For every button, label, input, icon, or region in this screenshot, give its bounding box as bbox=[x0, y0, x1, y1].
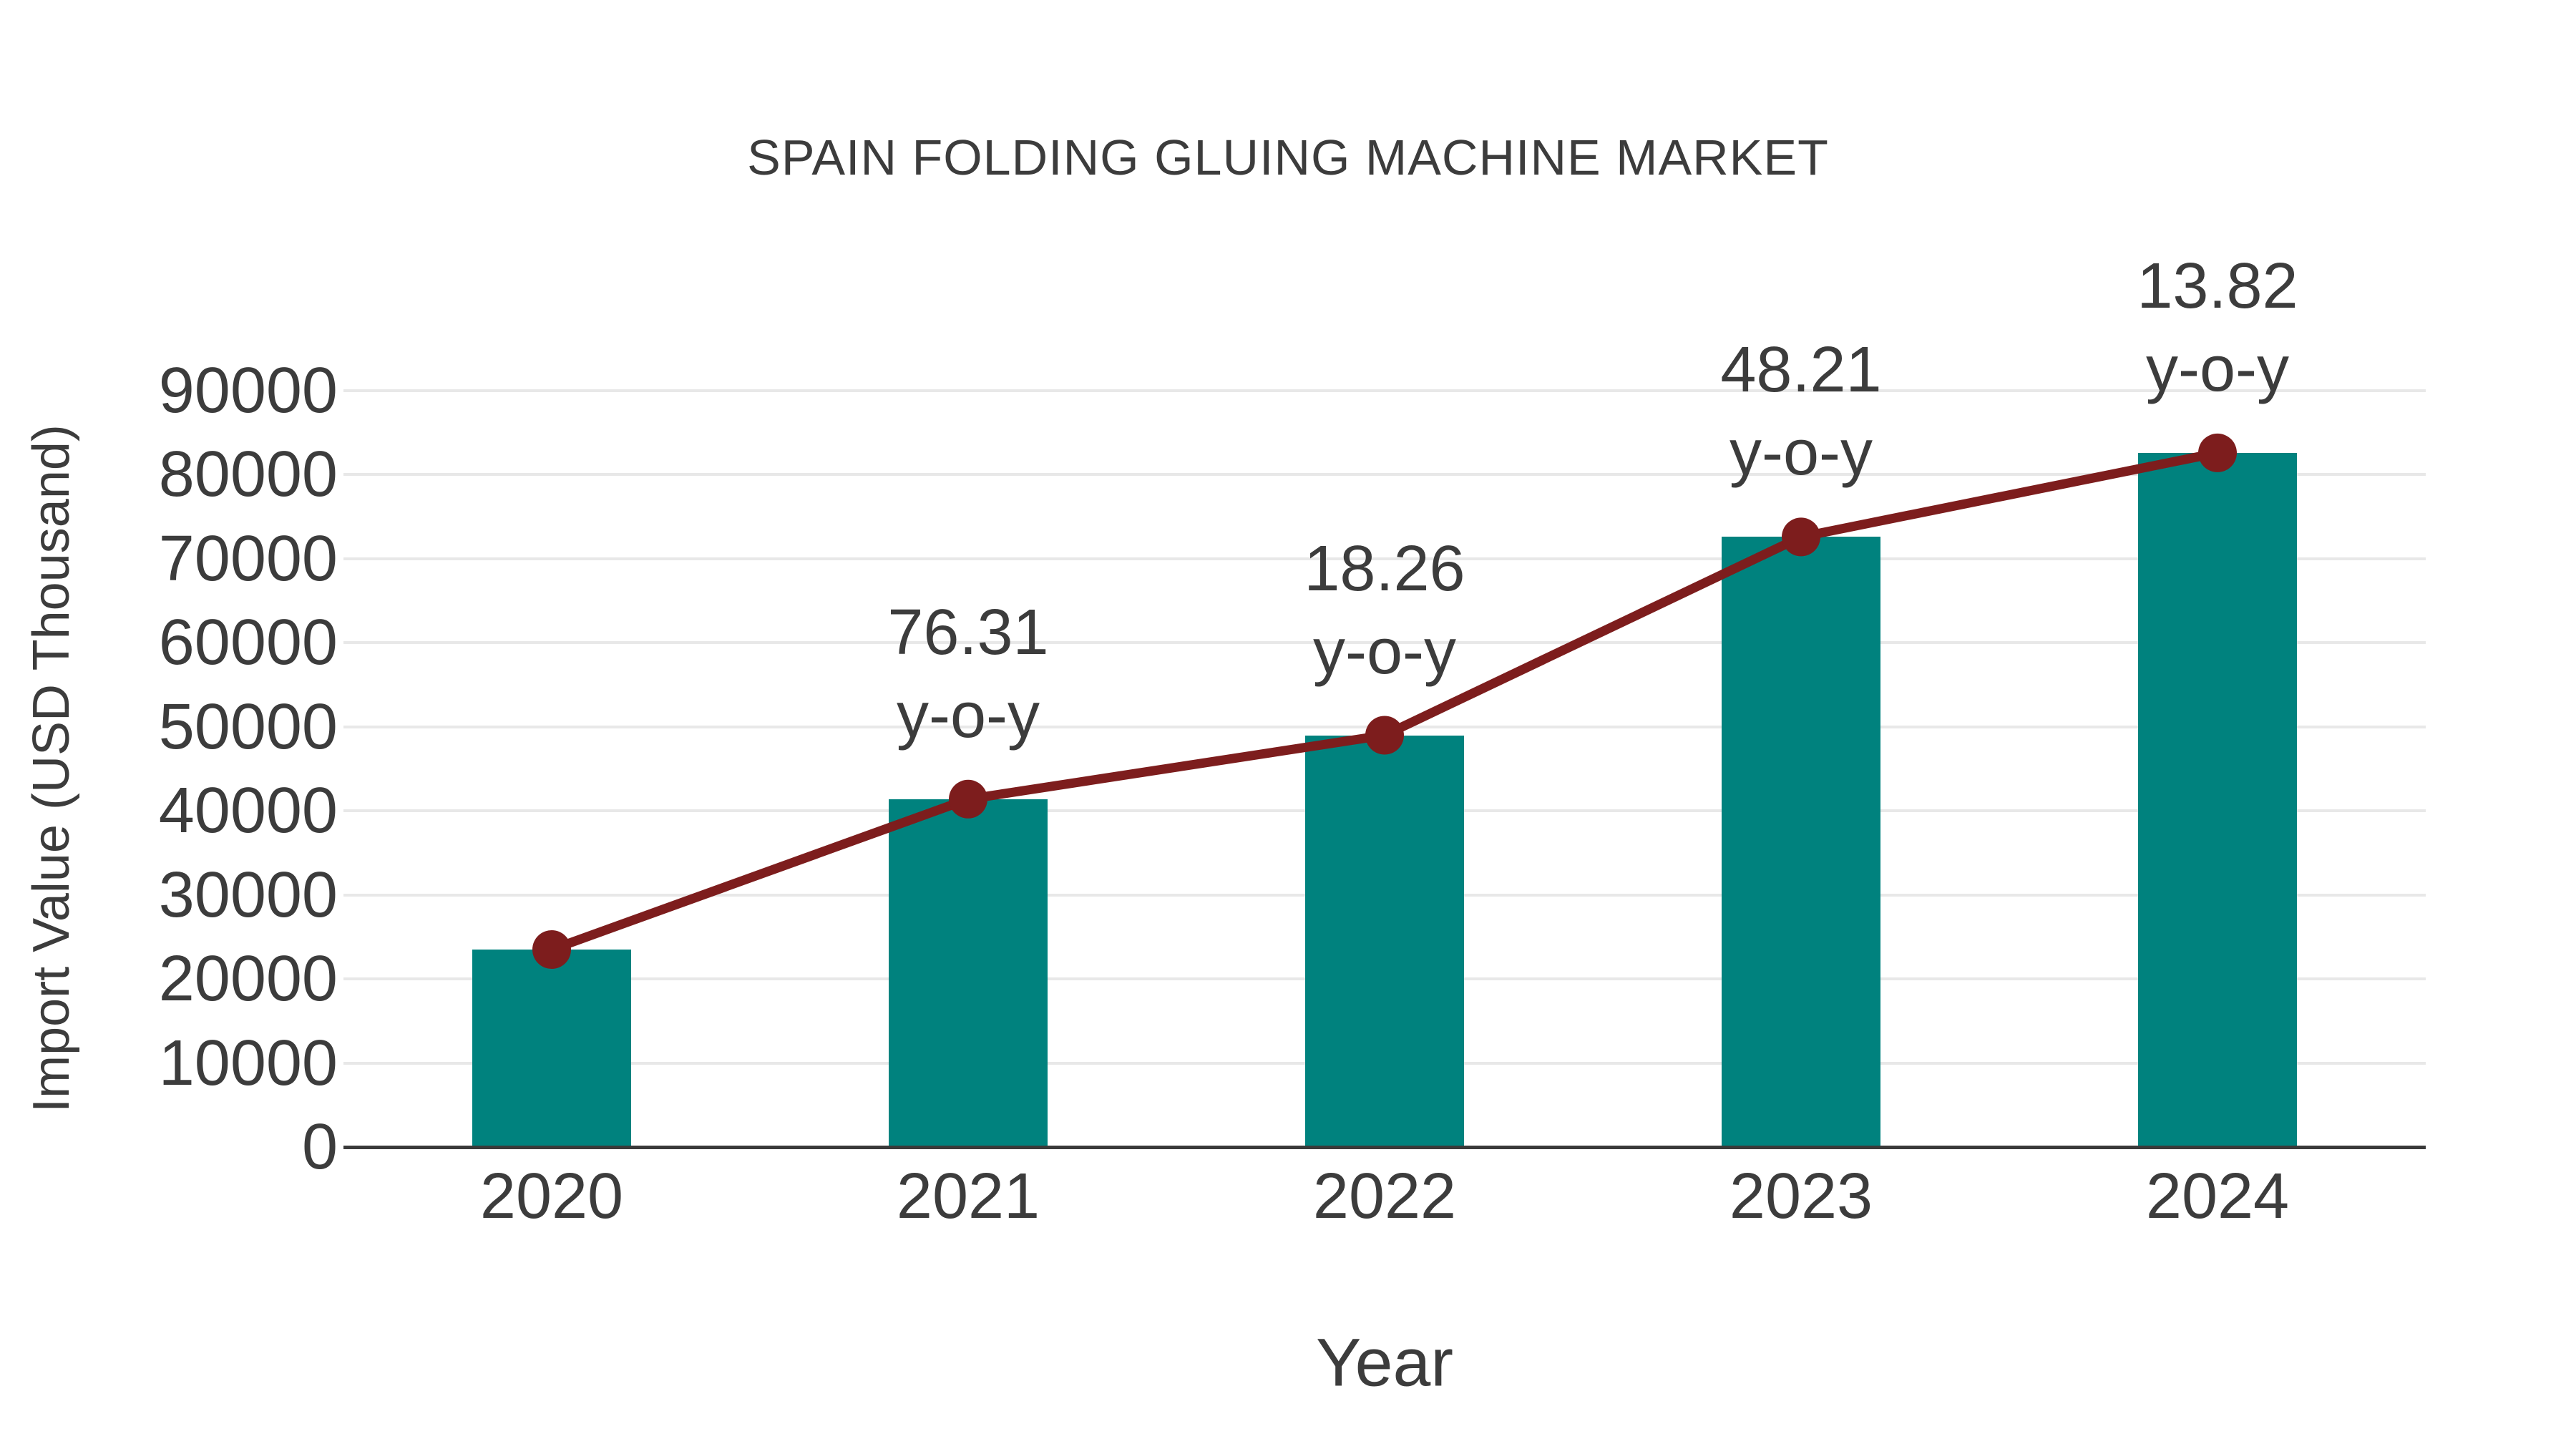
annotation-value-2022: 18.26 bbox=[1304, 532, 1465, 605]
gridline-50000 bbox=[343, 725, 2426, 728]
y-tick-label-40000: 40000 bbox=[158, 775, 338, 847]
annotation-suffix-2024: y-o-y bbox=[2146, 333, 2289, 405]
bar-2020 bbox=[472, 950, 631, 1147]
y-tick-label-60000: 60000 bbox=[158, 607, 338, 679]
y-tick-label-20000: 20000 bbox=[158, 943, 338, 1015]
annotation-suffix-2023: y-o-y bbox=[1729, 417, 1873, 489]
chart-title: SPAIN FOLDING GLUING MACHINE MARKET bbox=[747, 130, 1829, 185]
y-tick-label-30000: 30000 bbox=[158, 859, 338, 931]
x-tick-label-2024: 2024 bbox=[2145, 1161, 2290, 1232]
annotation-suffix-2021: y-o-y bbox=[897, 679, 1040, 751]
annotation-suffix-2022: y-o-y bbox=[1313, 615, 1456, 688]
gridline-80000 bbox=[343, 473, 2426, 477]
y-tick-label-90000: 90000 bbox=[158, 355, 338, 426]
y-tick-label-50000: 50000 bbox=[158, 691, 338, 763]
x-axis-line bbox=[343, 1146, 2426, 1149]
x-tick-label-2022: 2022 bbox=[1312, 1161, 1457, 1232]
y-tick-label-80000: 80000 bbox=[158, 439, 338, 511]
x-tick-label-2021: 2021 bbox=[896, 1161, 1040, 1232]
annotation-value-2023: 48.21 bbox=[1720, 334, 1882, 406]
x-tick-label-2020: 2020 bbox=[479, 1161, 624, 1232]
bar-2021 bbox=[889, 799, 1048, 1147]
annotation-value-2024: 13.82 bbox=[2137, 250, 2298, 322]
bar-2022 bbox=[1305, 735, 1464, 1147]
y-tick-label-10000: 10000 bbox=[158, 1027, 338, 1099]
y-tick-label-70000: 70000 bbox=[158, 522, 338, 595]
annotation-value-2021: 76.31 bbox=[887, 596, 1049, 668]
bar-2024 bbox=[2138, 452, 2297, 1147]
bar-2023 bbox=[1722, 537, 1880, 1147]
y-tick-label-0: 0 bbox=[301, 1111, 338, 1183]
gridline-90000 bbox=[343, 389, 2426, 392]
x-tick-label-2023: 2023 bbox=[1729, 1161, 1873, 1232]
x-axis-title: Year bbox=[1316, 1324, 1453, 1401]
